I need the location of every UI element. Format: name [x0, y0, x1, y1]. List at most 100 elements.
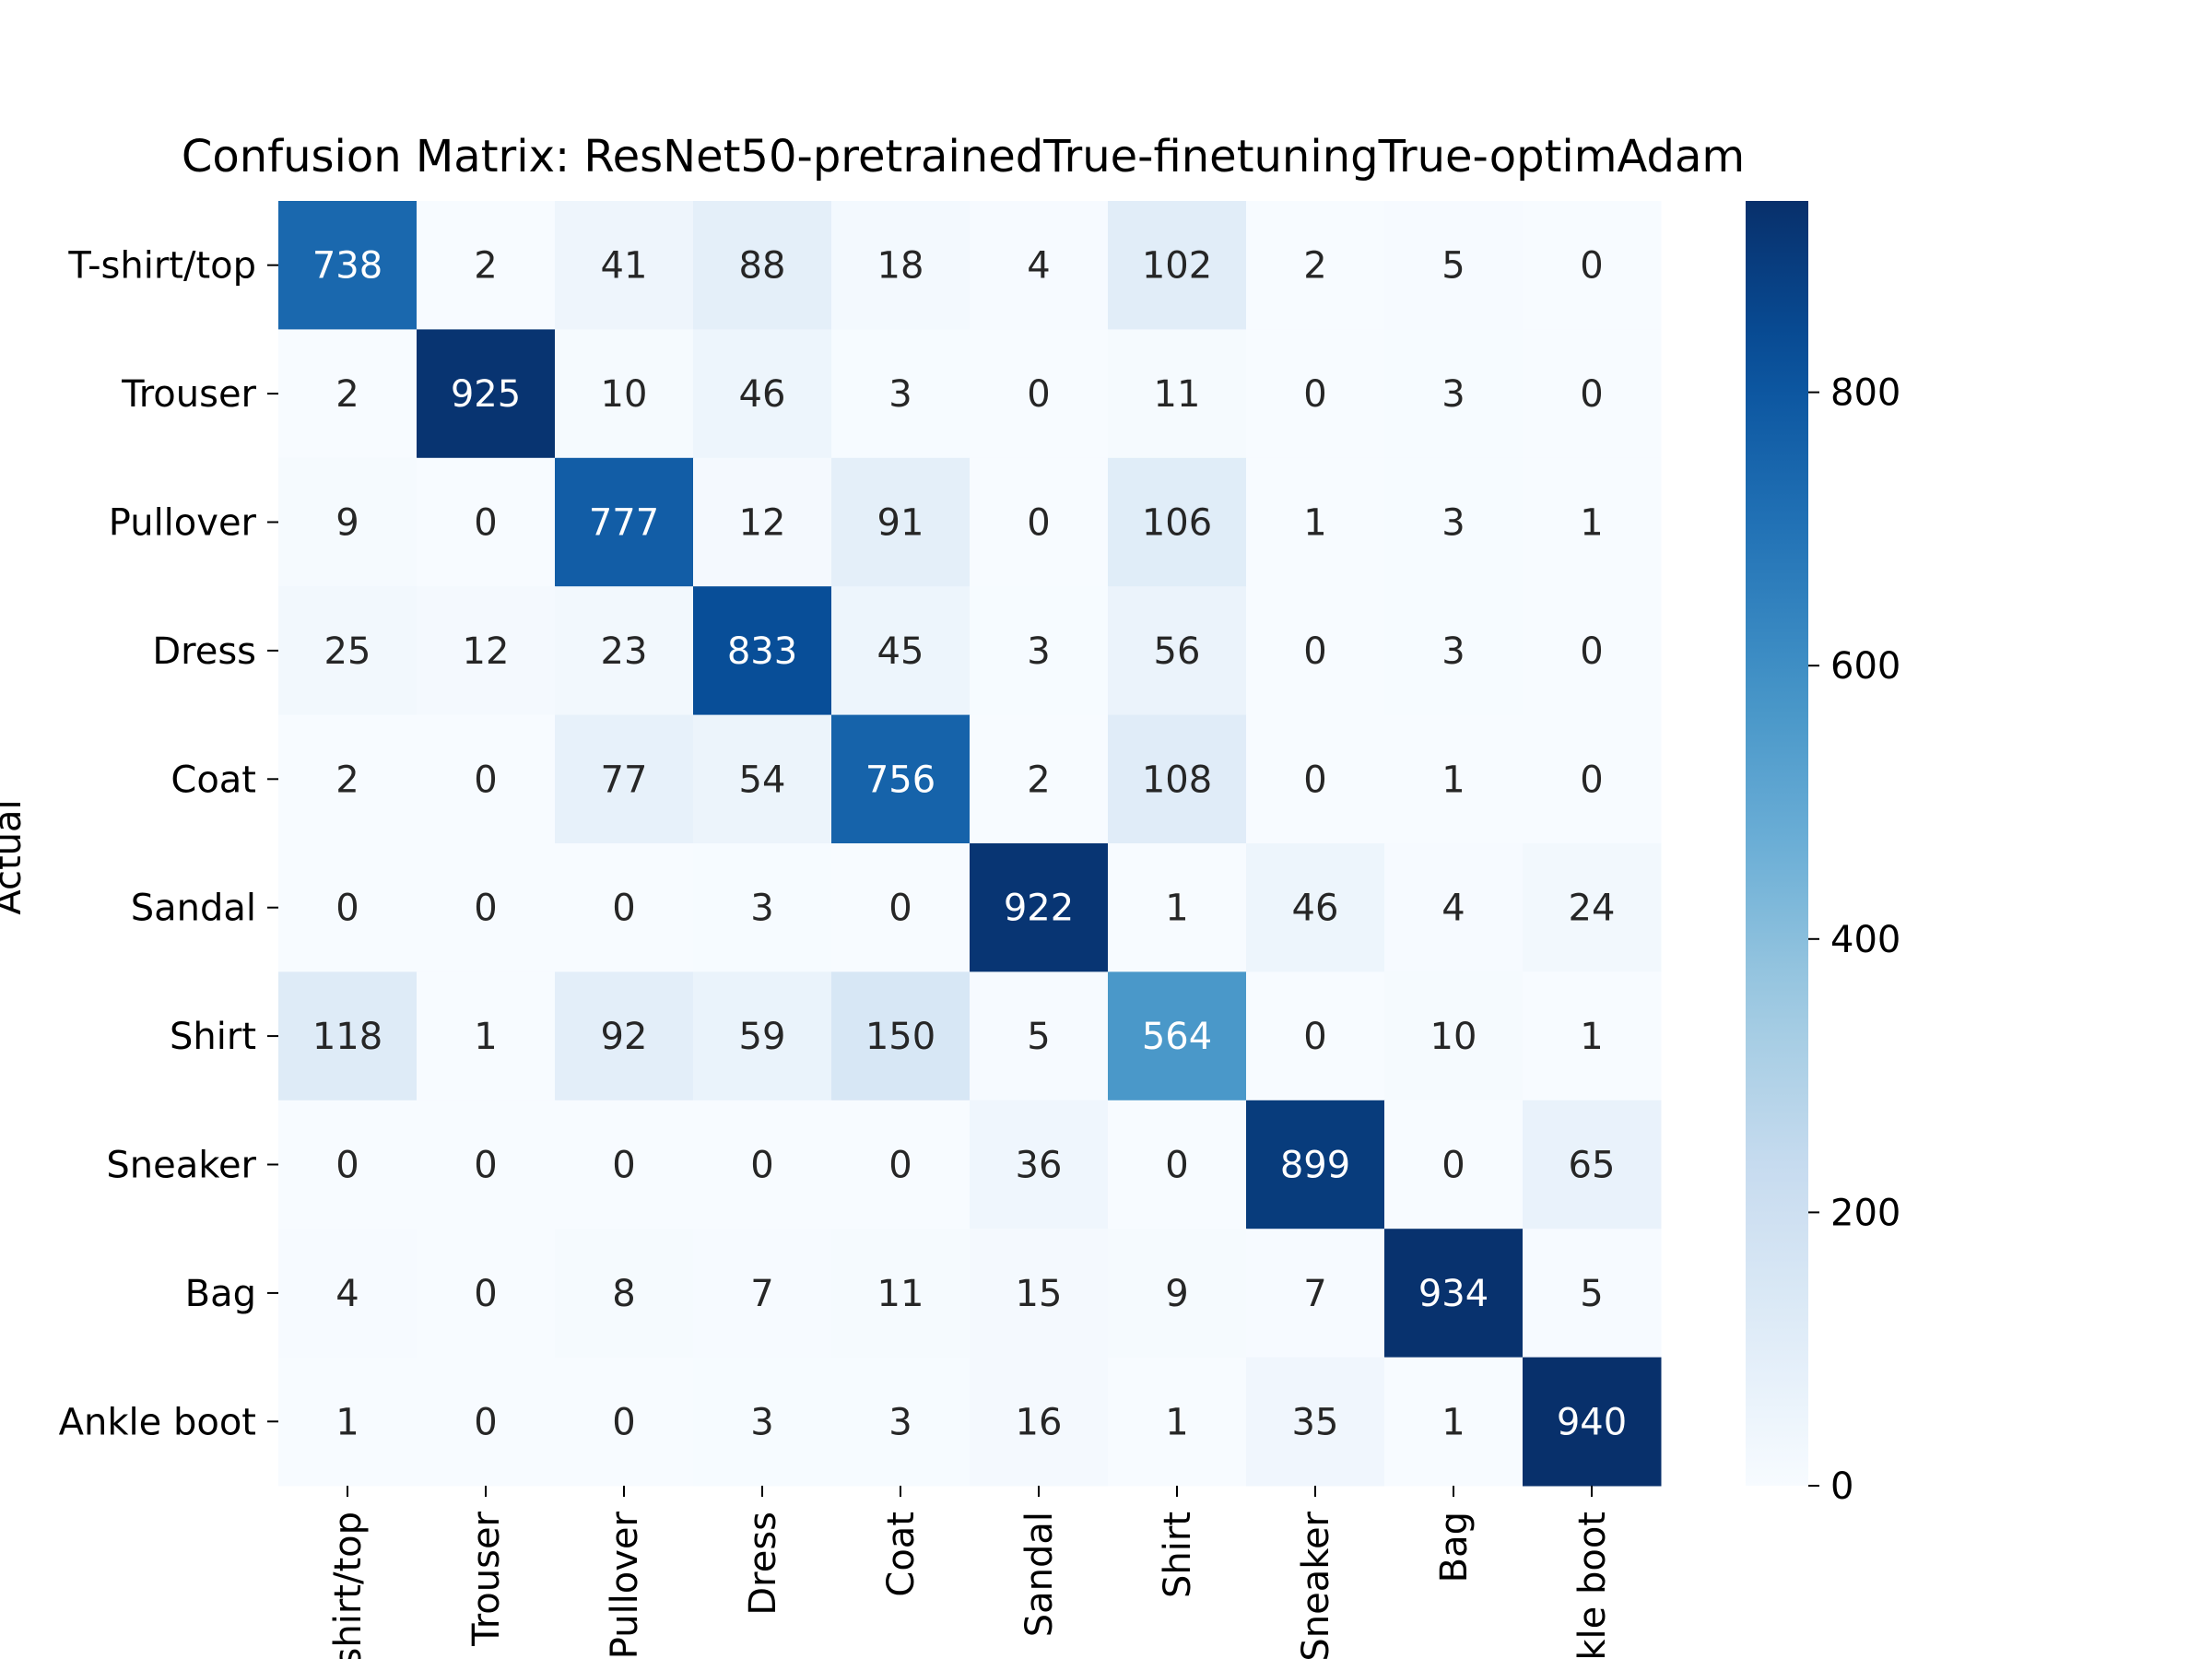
cell-value-6-8: 10: [1430, 1016, 1477, 1058]
y-axis: T-shirt/top Trouser Pullover Dress Coat Sanda…: [59, 245, 278, 1443]
cell-value-0-5: 4: [1027, 245, 1050, 288]
cell-value-6-9: 1: [1580, 1016, 1603, 1058]
heatmap-cell-2-8: [1384, 457, 1524, 587]
heatmap-cell-4-8: [1384, 714, 1524, 844]
cell-value-9-9: 940: [1557, 1401, 1627, 1443]
heatmap-cell-8-7: [1246, 1229, 1385, 1359]
heatmap-cell-8-9: [1523, 1229, 1662, 1359]
x-tick-label-8: Bag: [1433, 1512, 1476, 1583]
cell-value-4-5: 2: [1027, 759, 1050, 801]
cell-value-4-1: 0: [474, 759, 497, 801]
heatmap-cell-3-6: [1108, 586, 1247, 716]
y-tick-label-3: Dress: [152, 630, 256, 673]
cell-value-7-4: 0: [888, 1145, 912, 1187]
cell-value-2-0: 9: [335, 502, 359, 545]
cell-value-0-8: 5: [1441, 245, 1465, 288]
cell-value-0-4: 18: [877, 245, 924, 288]
cell-value-9-4: 3: [888, 1401, 912, 1443]
heatmap-cell-6-7: [1246, 971, 1385, 1101]
heatmap-cell-4-2: [555, 714, 694, 844]
heatmap-cell-5-1: [417, 843, 556, 972]
cell-value-4-4: 756: [865, 759, 935, 801]
heatmap-cell-0-1: [417, 201, 556, 330]
cell-value-5-8: 4: [1441, 888, 1465, 930]
cell-value-1-1: 925: [451, 373, 521, 416]
cell-value-2-6: 106: [1142, 502, 1212, 545]
heatmap-cell-9-8: [1384, 1357, 1524, 1487]
cell-value-3-5: 3: [1027, 630, 1050, 673]
x-tick-label-7: Sneaker: [1295, 1511, 1337, 1659]
heatmap-cell-7-8: [1384, 1100, 1524, 1230]
y-axis-label: Actual: [0, 799, 29, 914]
cell-value-5-2: 0: [612, 888, 635, 930]
cell-value-0-7: 2: [1303, 245, 1326, 288]
colorbar-tick-label-0: 0: [1830, 1465, 1853, 1508]
heatmap-cell-1-8: [1384, 329, 1524, 459]
heatmap-cell-7-3: [693, 1100, 832, 1230]
cell-value-8-4: 11: [877, 1273, 924, 1315]
heatmap-cell-3-3: [693, 586, 832, 716]
y-tick-label-0: T-shirt/top: [67, 245, 256, 288]
cell-value-7-5: 36: [1016, 1145, 1063, 1187]
cell-value-2-1: 0: [474, 502, 497, 545]
heatmap-cell-3-1: [417, 586, 556, 716]
cell-value-7-0: 0: [335, 1145, 359, 1187]
y-tick-label-9: Ankle boot: [59, 1401, 256, 1443]
heatmap-cell-9-3: [693, 1357, 832, 1487]
cell-value-1-4: 3: [888, 373, 912, 416]
heatmap-cell-0-5: [970, 201, 1109, 330]
heatmap-cell-7-6: [1108, 1100, 1247, 1230]
heatmap-cell-1-7: [1246, 329, 1385, 459]
cell-value-2-3: 12: [739, 502, 786, 545]
colorbar-ticks: 0 200 400 600 800: [1808, 372, 1900, 1508]
cell-value-4-8: 1: [1441, 759, 1465, 801]
heatmap-cell-2-6: [1108, 457, 1247, 587]
heatmap-cell-4-7: [1246, 714, 1385, 844]
heatmap-cell-7-2: [555, 1100, 694, 1230]
cell-value-3-4: 45: [877, 630, 924, 673]
heatmap-cell-6-4: [831, 971, 971, 1101]
cell-value-4-9: 0: [1580, 759, 1603, 801]
heatmap-cell-9-4: [831, 1357, 971, 1487]
cell-value-6-7: 0: [1303, 1016, 1326, 1058]
heatmap-cell-9-2: [555, 1357, 694, 1487]
heatmap-cell-1-9: [1523, 329, 1662, 459]
cell-value-6-0: 118: [312, 1016, 382, 1058]
heatmap-cell-0-9: [1523, 201, 1662, 330]
heatmap-cell-7-1: [417, 1100, 556, 1230]
heatmap-cell-3-7: [1246, 586, 1385, 716]
y-tick-label-6: Shirt: [170, 1016, 256, 1058]
cell-value-9-1: 0: [474, 1401, 497, 1443]
cell-value-7-2: 0: [612, 1145, 635, 1187]
cell-value-8-6: 9: [1165, 1273, 1188, 1315]
heatmap-cell-3-5: [970, 586, 1109, 716]
cell-value-7-3: 0: [750, 1145, 773, 1187]
heatmap-cell-0-4: [831, 201, 971, 330]
heatmap-cell-5-0: [278, 843, 418, 972]
cell-value-7-9: 65: [1569, 1145, 1616, 1187]
colorbar-tick-label-1: 200: [1830, 1192, 1900, 1234]
cell-value-9-8: 1: [1441, 1401, 1465, 1443]
heatmap-cell-6-8: [1384, 971, 1524, 1101]
heatmap-cell-2-7: [1246, 457, 1385, 587]
x-tick-label-1: Trouser: [465, 1511, 508, 1646]
cell-value-7-6: 0: [1165, 1145, 1188, 1187]
cell-value-6-1: 1: [474, 1016, 497, 1058]
cell-value-1-2: 10: [601, 373, 648, 416]
cell-value-1-7: 0: [1303, 373, 1326, 416]
cell-value-1-8: 3: [1441, 373, 1465, 416]
heatmap-cell-4-6: [1108, 714, 1247, 844]
heatmap-cell-9-7: [1246, 1357, 1385, 1487]
heatmap-cell-5-4: [831, 843, 971, 972]
cell-annotations: 738 2 41 88 18 4 102 2 5 02 925 10 46 3 0 11 0 3 09 0 777 12 9…: [312, 245, 1627, 1444]
cell-value-2-7: 1: [1303, 502, 1326, 545]
cell-value-0-0: 738: [312, 245, 382, 288]
heatmap-cell-8-6: [1108, 1229, 1247, 1359]
cell-value-3-6: 56: [1154, 630, 1201, 673]
cell-value-3-3: 833: [727, 630, 797, 673]
cell-value-6-3: 59: [739, 1016, 786, 1058]
heatmap-cell-3-4: [831, 586, 971, 716]
heatmap-cell-5-8: [1384, 843, 1524, 972]
heatmap-cell-4-1: [417, 714, 556, 844]
